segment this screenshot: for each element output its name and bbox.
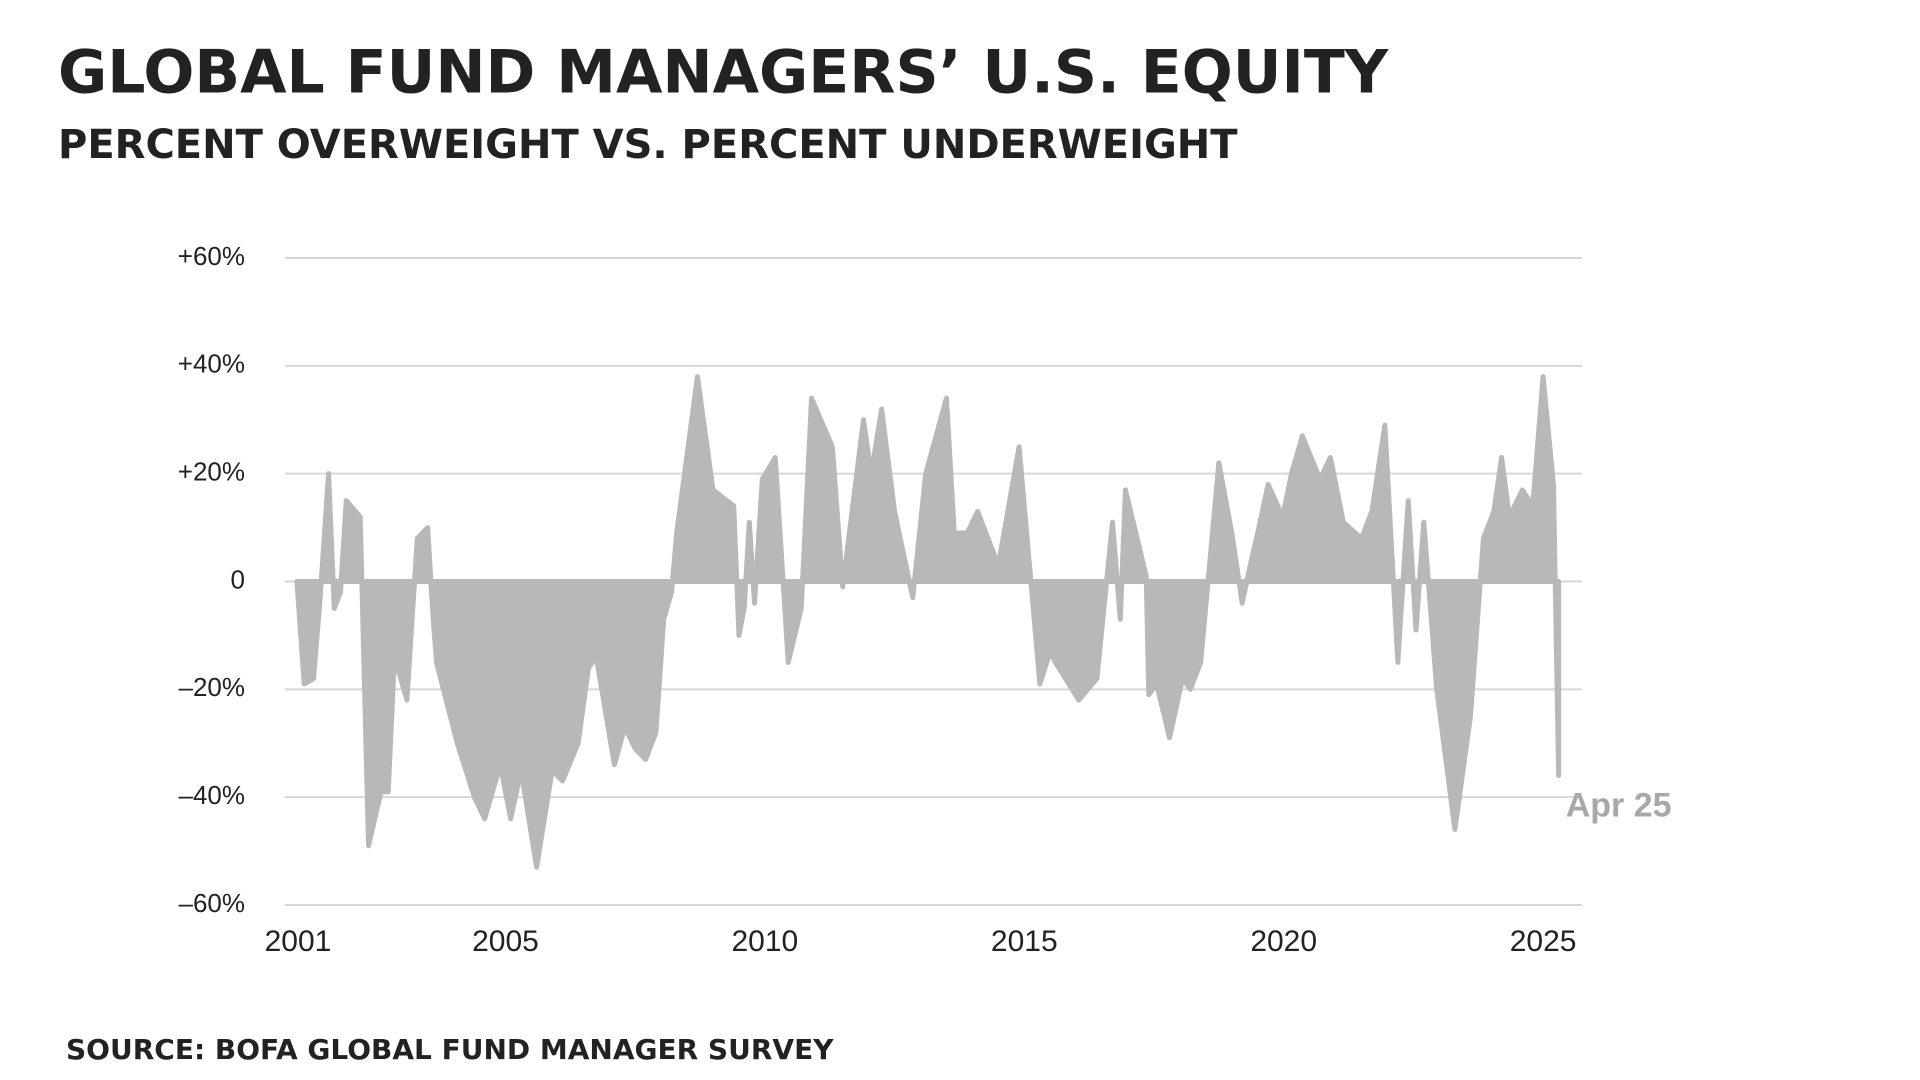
x-tick-label: 2015 xyxy=(991,925,1058,958)
annotation: Apr 25 xyxy=(1566,787,1672,825)
x-tick-label: 2025 xyxy=(1510,925,1577,958)
area xyxy=(294,374,1562,870)
y-tick-label: –20% xyxy=(179,672,246,702)
x-tick-label: 2010 xyxy=(732,925,799,958)
y-tick-label: +20% xyxy=(178,457,245,487)
y-tick-label: +60% xyxy=(178,241,245,271)
y-tick-label: –40% xyxy=(179,780,246,810)
x-tick-label: 2001 xyxy=(265,925,332,958)
x-tick-label: 2005 xyxy=(472,925,539,958)
y-tick-label: +40% xyxy=(178,349,245,379)
source-note: SOURCE: BOFA GLOBAL FUND MANAGER SURVEY xyxy=(66,1033,834,1066)
y-tick-label: 0 xyxy=(231,564,245,594)
chart-subtitle: PERCENT OVERWEIGHT VS. PERCENT UNDERWEIG… xyxy=(58,122,1238,168)
x-tick-label: 2020 xyxy=(1250,925,1317,958)
y-tick-label: –60% xyxy=(179,888,246,918)
chart-title: GLOBAL FUND MANAGERS’ U.S. EQUITY xyxy=(58,38,1390,108)
